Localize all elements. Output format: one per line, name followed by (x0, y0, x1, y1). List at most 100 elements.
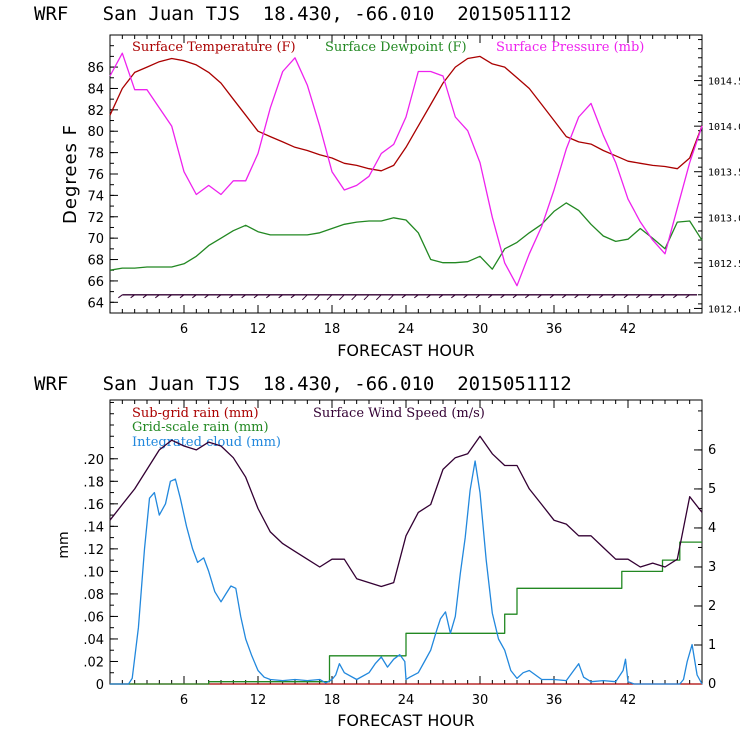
legend-gridscale-rain: Grid-scale rain (mm) (132, 420, 269, 435)
panel2-y-tick-labels: 0 .02 .04 .06 .08 .10 .12 .14 .16 .18 .20 (83, 453, 104, 693)
y-tick-label: 82 (87, 104, 104, 119)
wind-barb (685, 294, 690, 299)
x-tick-label: 6 (180, 322, 188, 337)
wind-barb (549, 294, 555, 299)
wind-barb (375, 294, 382, 301)
y-tick-label: .12 (83, 543, 104, 558)
wind-barb (660, 294, 666, 299)
wind-barb (253, 294, 259, 299)
temperature-panel: WRF San Juan TJS 18.430, -66.010 2015051… (34, 3, 740, 360)
wind-barb (179, 294, 185, 299)
wind-barb (414, 294, 419, 299)
series-line-4 (109, 435, 703, 588)
wind-barb (426, 294, 431, 299)
x-tick-label: 36 (546, 693, 563, 708)
wind-barb (314, 294, 321, 301)
wind-barb (229, 294, 234, 299)
wind-barb (326, 294, 333, 301)
y2-tick-label: 5 (708, 482, 716, 497)
panel1-title: WRF San Juan TJS 18.430, -66.010 2015051… (34, 3, 572, 25)
wind-barb (192, 294, 197, 299)
y2-tick-label: 1012.5 (708, 259, 740, 270)
wind-barb (301, 294, 308, 301)
y2-tick-label: 1014.5 (708, 77, 740, 88)
wind-barb (525, 294, 530, 299)
y-tick-label: 80 (87, 125, 104, 140)
wind-barb (636, 294, 641, 299)
wind-barb (130, 294, 135, 299)
panel1-x-tick-labels: 6 12 18 24 30 36 42 (180, 322, 636, 337)
y2-tick-label: 6 (708, 443, 716, 458)
y-tick-label: .08 (83, 588, 104, 603)
panel2-series (109, 435, 703, 685)
y-tick-label: .20 (83, 453, 104, 468)
panel2-y2-tick-labels: 0 1 2 3 4 5 6 (708, 443, 716, 692)
wind-barb (290, 294, 296, 299)
panel2-x-tick-labels: 6 12 18 24 30 36 42 (180, 693, 636, 708)
x-tick-label: 36 (546, 322, 563, 337)
wind-barb (475, 294, 481, 299)
wind-barb (278, 294, 283, 299)
series-line-3 (109, 52, 703, 287)
wind-barb (388, 294, 395, 301)
wind-barb (623, 294, 629, 299)
x-tick-label: 18 (324, 322, 341, 337)
x-tick-label: 30 (472, 322, 489, 337)
y-tick-label: .02 (83, 655, 104, 670)
x-tick-label: 42 (620, 693, 637, 708)
y2-tick-label: 1012.0 (708, 304, 740, 315)
y2-tick-label: 3 (708, 560, 716, 575)
wind-barb (463, 294, 468, 299)
panel1-frame (109, 34, 703, 314)
y-tick-label: 0 (96, 678, 104, 693)
wind-barb (155, 294, 160, 299)
x-tick-label: 12 (250, 322, 267, 337)
series-line-2 (109, 202, 703, 271)
x-tick-label: 18 (324, 693, 341, 708)
wind-barb (562, 294, 567, 299)
wind-barb (451, 294, 456, 299)
legend-pressure: Surface Pressure (mb) (496, 40, 644, 55)
x-tick-label: 30 (472, 693, 489, 708)
panel1-series (109, 52, 703, 287)
legend-integrated-cloud: Integrated cloud (mm) (132, 435, 281, 450)
wind-barb (363, 294, 370, 301)
y-tick-label: 72 (87, 211, 104, 226)
wind-barb (586, 294, 592, 299)
wind-barb (648, 294, 653, 299)
x-tick-label: 6 (180, 693, 188, 708)
y-tick-label: 78 (87, 147, 104, 162)
y-tick-label: .06 (83, 610, 104, 625)
y2-tick-label: 1014.0 (708, 122, 740, 133)
panel1-x-axis-label: FORECAST HOUR (337, 341, 475, 360)
legend-wind-speed: Surface Wind Speed (m/s) (313, 406, 485, 421)
y-tick-label: 74 (87, 189, 104, 204)
wind-barb (488, 294, 493, 299)
wind-barb (241, 294, 246, 299)
wind-barb (204, 294, 209, 299)
x-tick-label: 24 (398, 322, 415, 337)
x-tick-label: 42 (620, 322, 637, 337)
wind-barb (500, 294, 505, 299)
y-tick-label: 66 (87, 275, 104, 290)
wind-barb (118, 294, 123, 299)
y-tick-label: 84 (87, 82, 104, 97)
wind-barb (574, 294, 579, 299)
y-tick-label: 70 (87, 232, 104, 247)
x-tick-label: 24 (398, 693, 415, 708)
precipitation-panel: WRF San Juan TJS 18.430, -66.010 2015051… (34, 373, 716, 730)
y2-tick-label: 0 (708, 677, 716, 692)
series-line-3 (110, 460, 703, 685)
wind-barb (351, 294, 358, 301)
legend-temperature: Surface Temperature (F) (132, 40, 296, 55)
panel1-y-axis-label: Degrees F (60, 124, 81, 224)
legend-subgrid-rain: Sub-grid rain (mm) (132, 406, 259, 421)
y2-tick-label: 1013.0 (708, 213, 740, 224)
y-tick-label: 76 (87, 168, 104, 183)
y2-tick-label: 2 (708, 599, 716, 614)
y-tick-label: .10 (83, 565, 104, 580)
wind-barb (401, 294, 407, 299)
panel2-y-axis-label: mm (56, 531, 72, 558)
y2-tick-label: 1013.5 (708, 168, 740, 179)
